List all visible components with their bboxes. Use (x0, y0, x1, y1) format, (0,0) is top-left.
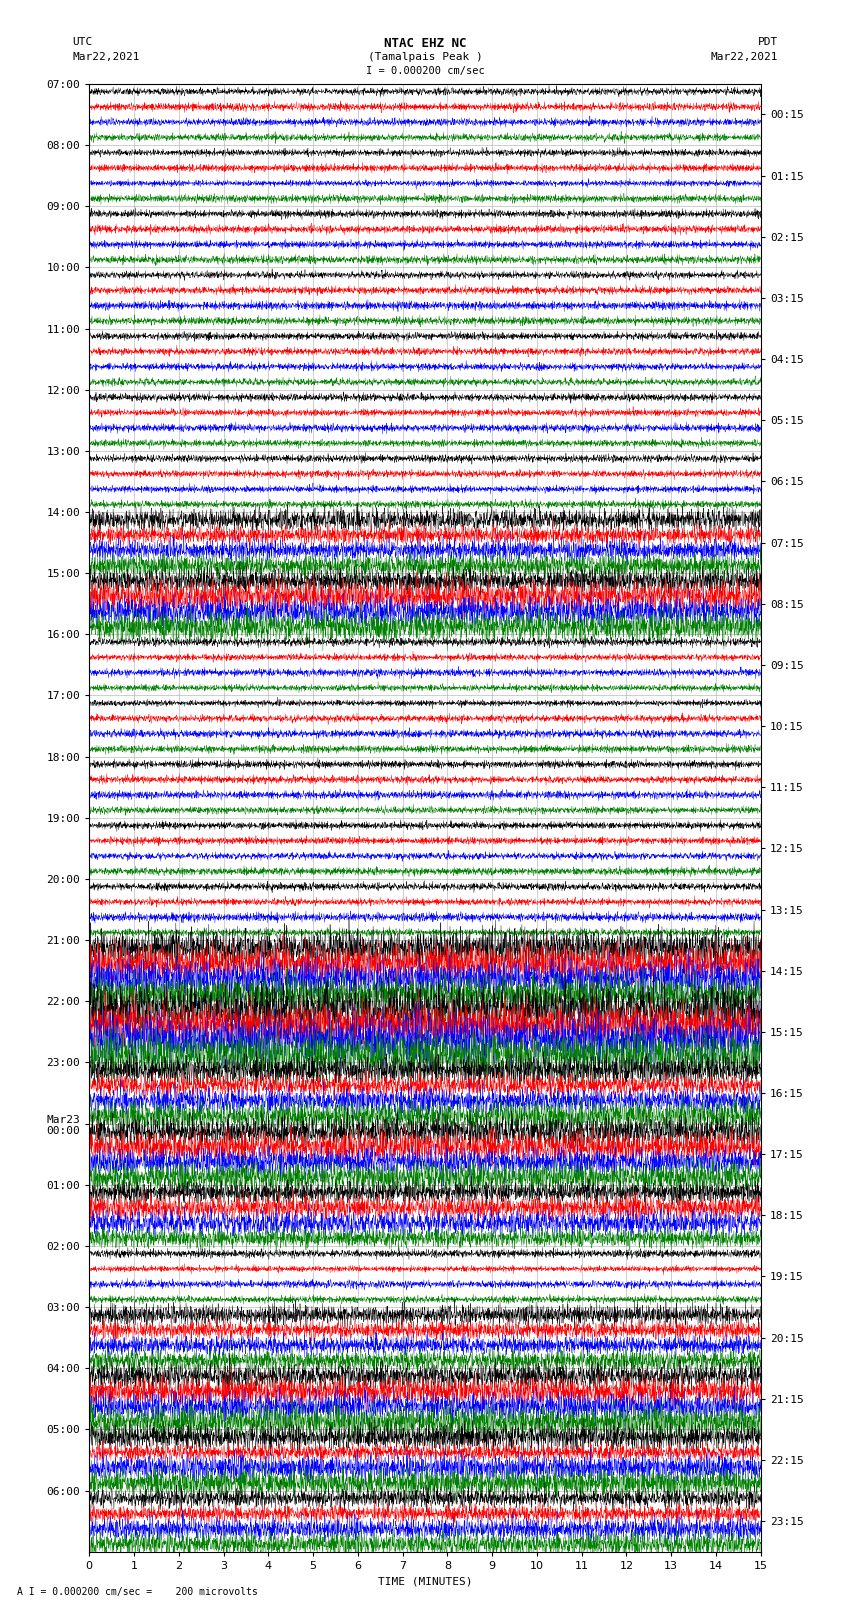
Text: NTAC EHZ NC: NTAC EHZ NC (383, 37, 467, 50)
Text: A I = 0.000200 cm/sec =    200 microvolts: A I = 0.000200 cm/sec = 200 microvolts (17, 1587, 258, 1597)
Text: UTC: UTC (72, 37, 93, 47)
Text: Mar22,2021: Mar22,2021 (72, 52, 139, 61)
Text: PDT: PDT (757, 37, 778, 47)
Text: Mar22,2021: Mar22,2021 (711, 52, 778, 61)
Text: I = 0.000200 cm/sec: I = 0.000200 cm/sec (366, 66, 484, 76)
X-axis label: TIME (MINUTES): TIME (MINUTES) (377, 1576, 473, 1586)
Text: (Tamalpais Peak ): (Tamalpais Peak ) (367, 52, 483, 61)
